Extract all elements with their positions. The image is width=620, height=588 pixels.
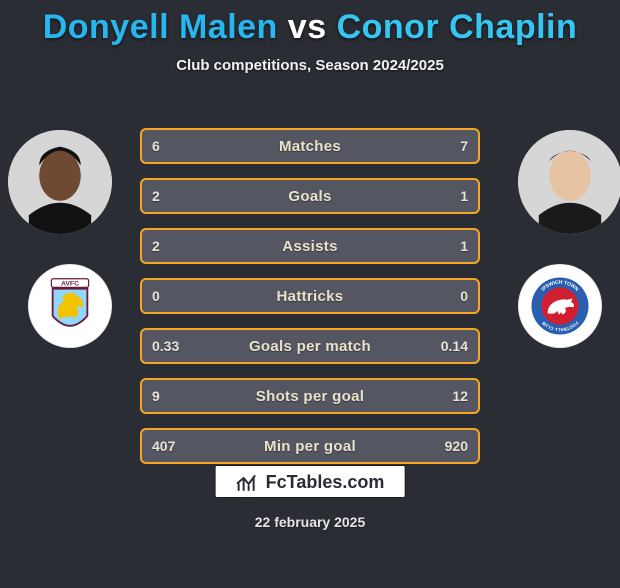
stat-row: 67Matches (140, 128, 480, 164)
stat-row: 912Shots per goal (140, 378, 480, 414)
stat-row: 21Assists (140, 228, 480, 264)
crest-player1: AVFC (28, 264, 112, 348)
crest-player1-svg: AVFC (39, 275, 101, 337)
avatar-player1 (8, 130, 112, 234)
stat-label: Goals (142, 180, 478, 212)
stat-label: Shots per goal (142, 380, 478, 412)
content-area: AVFC IPSWICH TOWN FOOTBALL CLUB 67Matche… (0, 108, 620, 478)
avatar-player2-svg (518, 130, 620, 234)
stat-label: Assists (142, 230, 478, 262)
brand-icon (236, 474, 258, 492)
page-title: Donyell Malen vs Conor Chaplin (0, 8, 620, 47)
stat-bars: 67Matches 21Goals 21Assists 00Hattricks 0.33… (140, 128, 480, 464)
stat-label: Goals per match (142, 330, 478, 362)
avatar-player2 (518, 130, 620, 234)
svg-text:AVFC: AVFC (61, 281, 79, 288)
stat-row: 00Hattricks (140, 278, 480, 314)
crest-player2-svg: IPSWICH TOWN FOOTBALL CLUB (529, 275, 591, 337)
title-vs: vs (288, 8, 327, 46)
brand-badge: FcTables.com (215, 465, 406, 498)
brand-text-rest: Tables.com (287, 472, 385, 492)
stat-row: 21Goals (140, 178, 480, 214)
subtitle: Club competitions, Season 2024/2025 (0, 57, 620, 74)
stat-label: Matches (142, 130, 478, 162)
brand-text-prefix: Fc (266, 472, 287, 492)
title-player1: Donyell Malen (43, 8, 278, 46)
stat-row: 0.330.14Goals per match (140, 328, 480, 364)
date-text: 22 february 2025 (0, 514, 620, 530)
avatar-player1-svg (8, 130, 112, 234)
stat-label: Min per goal (142, 430, 478, 462)
title-player2: Conor Chaplin (337, 8, 578, 46)
crest-player2: IPSWICH TOWN FOOTBALL CLUB (518, 264, 602, 348)
stat-label: Hattricks (142, 280, 478, 312)
brand-text: FcTables.com (266, 472, 385, 493)
stat-row: 407920Min per goal (140, 428, 480, 464)
